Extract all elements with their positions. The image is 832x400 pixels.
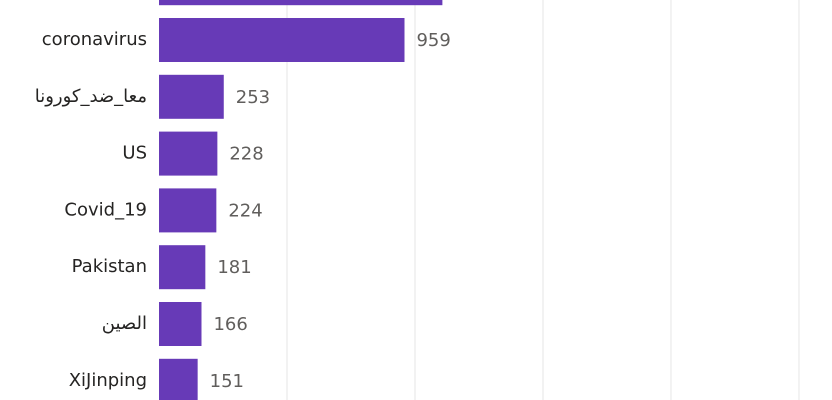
bar [159,245,206,290]
value-label: 224 [228,200,262,221]
bar [159,0,443,6]
category-label: Pakistan [72,256,147,277]
value-label: 151 [210,371,244,392]
category-label: Covid_19 [64,199,147,220]
value-label: 228 [229,144,263,165]
bar [159,302,202,346]
value-label: 181 [217,257,251,278]
category-label: coronavirus [42,29,147,50]
value-label: 959 [416,30,450,51]
bar [159,18,405,62]
value-label: 253 [236,87,270,108]
category-label: US [122,143,147,164]
category-label: معا_ضد_كورونا [35,86,147,107]
category-label: الصين [102,313,147,334]
bar [159,188,217,233]
bar [159,131,218,176]
category-label: XiJinping [69,370,147,391]
value-label: 166 [213,314,247,335]
bar [159,74,224,119]
bar [159,358,198,400]
